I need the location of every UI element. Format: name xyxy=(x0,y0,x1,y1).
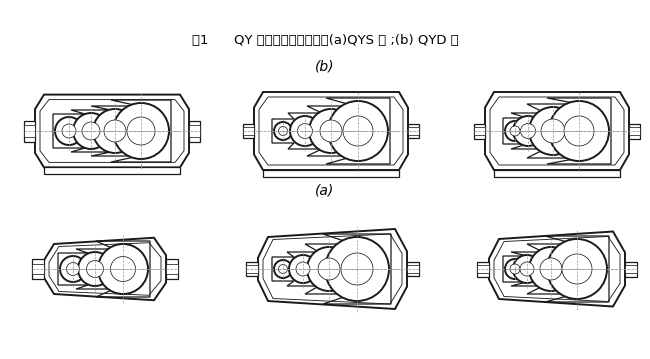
Circle shape xyxy=(78,252,112,286)
Circle shape xyxy=(510,126,520,136)
Circle shape xyxy=(82,122,100,140)
Circle shape xyxy=(104,120,126,142)
Circle shape xyxy=(73,113,109,149)
Circle shape xyxy=(343,116,373,146)
Circle shape xyxy=(549,101,609,161)
Bar xyxy=(408,124,419,138)
Circle shape xyxy=(562,254,592,284)
Circle shape xyxy=(513,255,541,283)
Circle shape xyxy=(278,126,287,135)
Bar xyxy=(243,127,254,135)
Bar xyxy=(474,127,485,135)
Circle shape xyxy=(298,123,313,139)
Circle shape xyxy=(309,109,353,153)
Bar xyxy=(625,261,637,276)
Bar xyxy=(243,124,254,138)
Bar xyxy=(408,127,419,135)
Bar xyxy=(44,167,180,174)
Bar xyxy=(166,259,178,279)
Circle shape xyxy=(520,262,534,276)
Polygon shape xyxy=(35,95,189,167)
Bar xyxy=(189,125,200,137)
Circle shape xyxy=(510,264,520,274)
Text: (b): (b) xyxy=(315,59,335,73)
Text: (a): (a) xyxy=(315,184,335,198)
Bar xyxy=(629,127,640,135)
Circle shape xyxy=(521,123,536,139)
Circle shape xyxy=(505,259,525,279)
Circle shape xyxy=(529,107,577,155)
Circle shape xyxy=(341,253,373,285)
Circle shape xyxy=(127,117,155,145)
Bar xyxy=(625,265,637,273)
Circle shape xyxy=(505,121,525,141)
Polygon shape xyxy=(485,92,629,170)
Bar xyxy=(246,265,258,273)
Circle shape xyxy=(278,265,287,274)
Circle shape xyxy=(274,122,292,140)
Circle shape xyxy=(86,261,103,278)
Bar xyxy=(24,121,35,141)
Circle shape xyxy=(93,109,137,153)
Circle shape xyxy=(296,262,310,276)
Circle shape xyxy=(547,239,607,299)
Bar xyxy=(477,261,489,276)
Bar xyxy=(32,264,44,274)
Circle shape xyxy=(564,116,594,146)
Circle shape xyxy=(62,124,76,138)
Circle shape xyxy=(290,116,320,146)
Polygon shape xyxy=(489,232,625,307)
Bar xyxy=(166,264,178,274)
Bar xyxy=(629,123,640,139)
Circle shape xyxy=(307,247,351,291)
Bar xyxy=(494,170,620,177)
Circle shape xyxy=(318,258,340,280)
Polygon shape xyxy=(254,92,408,170)
Circle shape xyxy=(274,260,292,278)
Bar xyxy=(189,121,200,141)
Circle shape xyxy=(289,255,317,283)
Circle shape xyxy=(111,256,135,281)
Bar xyxy=(246,262,258,276)
Bar xyxy=(407,265,419,273)
Circle shape xyxy=(540,258,562,280)
Circle shape xyxy=(60,256,86,282)
Circle shape xyxy=(113,103,169,159)
Bar xyxy=(32,259,44,279)
Polygon shape xyxy=(258,229,407,309)
Circle shape xyxy=(541,119,565,143)
Circle shape xyxy=(513,116,543,146)
Bar xyxy=(407,262,419,276)
Polygon shape xyxy=(44,238,166,300)
Circle shape xyxy=(55,117,83,145)
Circle shape xyxy=(320,120,342,142)
Circle shape xyxy=(325,237,389,301)
Circle shape xyxy=(328,101,388,161)
Bar xyxy=(474,123,485,139)
Circle shape xyxy=(66,262,79,275)
Circle shape xyxy=(529,247,573,291)
Text: 图1      QY 型减速器结构简图：(a)QYS 型 ;(b) QYD 型: 图1 QY 型减速器结构简图：(a)QYS 型 ;(b) QYD 型 xyxy=(192,34,458,47)
Circle shape xyxy=(98,244,148,294)
Bar xyxy=(24,125,35,137)
Bar xyxy=(477,265,489,273)
Bar xyxy=(263,170,399,177)
